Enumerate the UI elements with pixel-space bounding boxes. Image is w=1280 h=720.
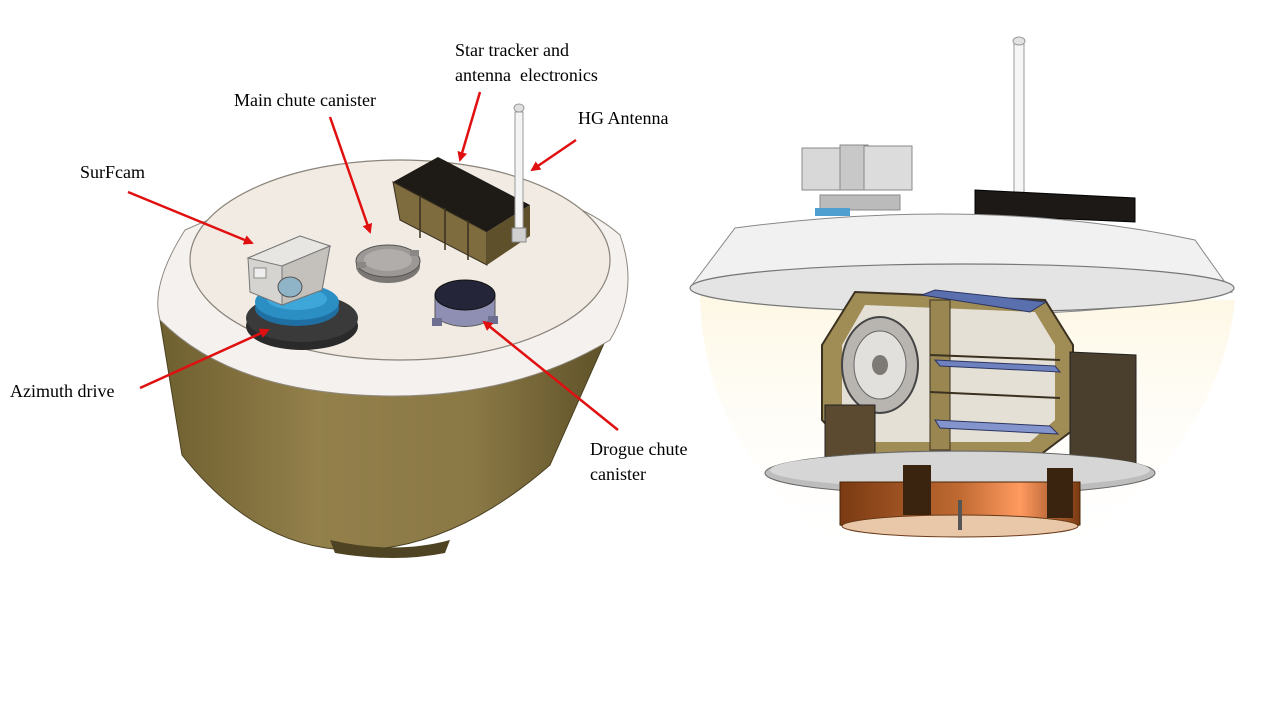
surfcam: [246, 235, 332, 306]
upper-plate: [689, 213, 1235, 315]
solar-panels: [920, 289, 1062, 435]
right-electronics-box: [974, 189, 1136, 223]
copper-ring: [839, 465, 1081, 538]
internal-wheel: [841, 316, 919, 414]
arrow-main-chute: [328, 116, 373, 234]
arrow-drogue-chute: [482, 320, 619, 431]
leader-arrows: [127, 91, 619, 431]
label-drogue-line2: canister: [590, 464, 646, 484]
label-drogue-line1: Drogue chute: [590, 439, 687, 459]
label-surfcam: SurFcam: [80, 162, 145, 182]
arrow-azimuth-drive: [139, 328, 270, 390]
right-probe-cutaway: [689, 36, 1235, 570]
probe-bottom-rim: [330, 540, 450, 558]
left-side-panel: [824, 404, 876, 458]
hg-antenna: [511, 103, 527, 243]
main-chute-canister: [355, 244, 421, 283]
label-star-tracker-line2: antenna electronics: [455, 65, 598, 85]
label-main-chute: Main chute canister: [234, 90, 376, 110]
arrow-hg-antenna: [530, 138, 577, 172]
left-probe: [157, 103, 629, 558]
right-star-tracker: [801, 144, 913, 216]
label-star-tracker-line1: Star tracker and: [455, 40, 569, 60]
callout-labels: Star tracker and antenna electronics Mai…: [10, 40, 687, 484]
label-azimuth-drive: Azimuth drive: [10, 381, 114, 401]
arrow-star-tracker: [457, 91, 482, 162]
drogue-chute-canister: [432, 279, 498, 327]
label-hg-antenna: HG Antenna: [578, 108, 668, 128]
arrow-surfcam: [127, 190, 254, 245]
